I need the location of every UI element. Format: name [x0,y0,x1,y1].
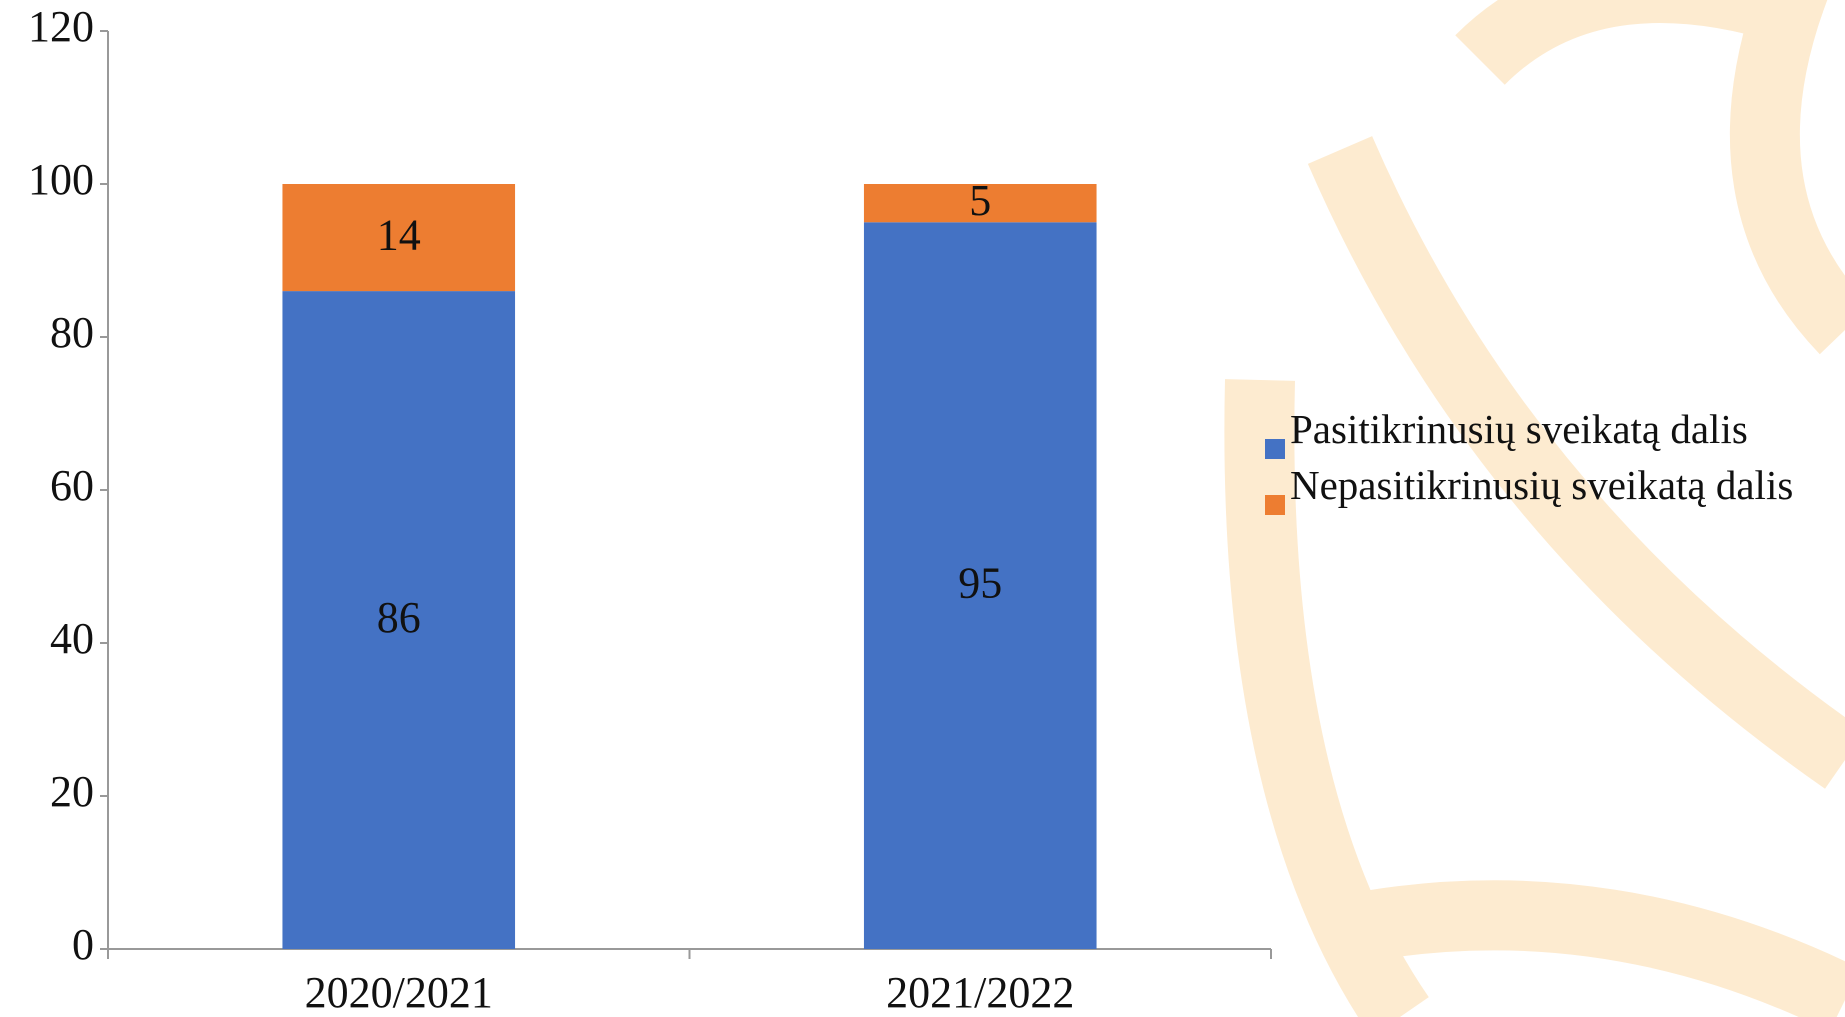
y-tick-label: 60 [50,461,94,510]
legend-swatch [1265,495,1285,515]
data-label: 14 [377,211,421,260]
legend: Pasitikrinusių sveikatą dalis Nepasitikri… [1265,405,1840,517]
plot: 0 20 40 60 80 100 120 2020/2021 86 14 2021/2022 95 5 [28,2,1272,1017]
legend-item: Nepasitikrinusių sveikatą dalis [1265,461,1840,515]
legend-swatch [1265,439,1285,459]
y-tick-label: 120 [28,2,94,51]
y-tick-label: 40 [50,614,94,663]
y-tick-label: 100 [28,155,94,204]
bar-segment [282,291,516,950]
bar-segment [863,222,1097,949]
y-tick-label: 0 [72,920,94,969]
data-label: 95 [958,559,1002,608]
data-label: 86 [377,593,421,642]
bar-segment [863,184,1097,223]
y-tick-label: 20 [50,767,94,816]
y-tick-label: 80 [50,308,94,357]
legend-label: Pasitikrinusių sveikatą dalis [1290,406,1748,452]
bar-segment [282,184,516,292]
legend-item: Pasitikrinusių sveikatą dalis [1265,405,1840,459]
x-tick-label: 2020/2021 [305,968,493,1017]
data-label: 5 [969,176,991,225]
background-decoration [1224,0,1845,1017]
legend-label: Nepasitikrinusių sveikatą dalis [1290,462,1794,508]
x-tick-label: 2021/2022 [886,968,1074,1017]
